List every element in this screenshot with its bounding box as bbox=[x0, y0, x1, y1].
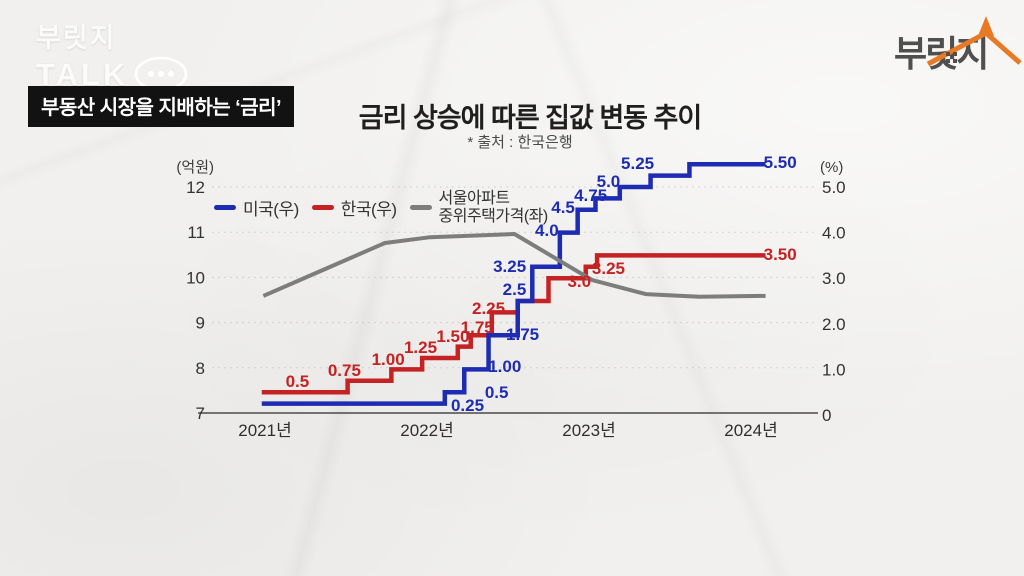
value-label: 2.5 bbox=[503, 280, 527, 299]
value-label: 2.25 bbox=[472, 299, 505, 318]
x-axis-tick: 2024년 bbox=[724, 421, 777, 440]
left-axis-tick: 12 bbox=[186, 178, 205, 197]
value-label: 1.50 bbox=[436, 327, 469, 346]
us-line-swatch-icon bbox=[214, 205, 236, 211]
right-axis-tick: 4.0 bbox=[822, 224, 846, 243]
value-label: 4.5 bbox=[551, 198, 575, 217]
value-label: 1.75 bbox=[506, 325, 539, 344]
value-label: 1.00 bbox=[372, 350, 405, 369]
right-axis-unit: (%) bbox=[820, 159, 843, 176]
topic-badge: 부동산 시장을 지배하는 ‘금리’ bbox=[28, 86, 295, 127]
legend-label-seoul-price: 서울아파트 중위주택가격(좌) bbox=[438, 190, 549, 225]
channel-logo: 부릿지 TALK bbox=[36, 16, 188, 96]
legend-item-seoul-price: 서울아파트 중위주택가격(좌) bbox=[409, 190, 549, 226]
up-arrow-icon bbox=[978, 16, 994, 36]
topic-badge-label: 부동산 시장을 지배하는 ‘금리’ bbox=[41, 97, 282, 119]
korea-rate-line bbox=[261, 253, 766, 395]
right-axis-tick: 1.0 bbox=[822, 360, 846, 379]
value-label: 3.0 bbox=[567, 272, 591, 291]
value-label: 1.00 bbox=[488, 357, 521, 376]
value-label: 0.5 bbox=[485, 383, 509, 402]
legend-item-korea: 한국(우) bbox=[311, 195, 397, 220]
price-line-swatch-icon bbox=[409, 205, 432, 211]
us-rate-line bbox=[261, 161, 766, 406]
brand-logo-graphic: 부릿지 bbox=[894, 16, 1022, 74]
value-label: 5.0 bbox=[597, 172, 621, 191]
value-label: 5.50 bbox=[764, 153, 797, 172]
brand-logo: 부릿지 bbox=[860, 6, 1024, 90]
chart-source: * 출처 : 한국은행 bbox=[467, 134, 573, 151]
value-label: 1.75 bbox=[461, 318, 494, 337]
x-axis-tick: 2021년 bbox=[238, 421, 291, 440]
channel-logo-line1: 부릿지 bbox=[36, 23, 117, 53]
left-axis-tick: 10 bbox=[186, 268, 205, 287]
right-axis-tick: 0 bbox=[822, 406, 831, 425]
left-axis-tick: 8 bbox=[196, 359, 205, 378]
value-label: 3.25 bbox=[592, 259, 625, 278]
x-axis-tick: 2022년 bbox=[400, 421, 453, 440]
value-label: 4.75 bbox=[574, 186, 607, 205]
right-axis-tick: 3.0 bbox=[822, 269, 846, 288]
value-label: 5.25 bbox=[621, 154, 654, 173]
value-label: 3.50 bbox=[764, 245, 797, 264]
legend-item-us: 미국(우) bbox=[214, 195, 299, 220]
right-axis-tick: 2.0 bbox=[822, 315, 846, 334]
value-label: 0.25 bbox=[451, 396, 484, 415]
korea-line-swatch-icon bbox=[311, 205, 334, 211]
left-axis-tick: 11 bbox=[187, 223, 205, 242]
x-axis-tick: 2023년 bbox=[562, 421, 615, 440]
value-label: 1.25 bbox=[404, 338, 437, 357]
value-label: 0.75 bbox=[328, 361, 361, 380]
chart-legend: 미국(우) 한국(우) 서울아파트 중위주택가격(좌) bbox=[214, 190, 548, 226]
legend-label-us: 미국(우) bbox=[243, 200, 299, 220]
chart-title: 금리 상승에 따른 집값 변동 추이 bbox=[358, 103, 702, 133]
legend-label-korea: 한국(우) bbox=[340, 200, 397, 220]
left-axis-tick: 9 bbox=[196, 314, 205, 333]
right-axis-tick: 5.0 bbox=[822, 178, 846, 197]
window-dots-icon bbox=[946, 52, 957, 63]
left-axis-unit: (억원) bbox=[176, 159, 214, 176]
value-label: 4.0 bbox=[535, 221, 559, 240]
value-label: 0.5 bbox=[286, 372, 310, 391]
value-label: 3.25 bbox=[493, 257, 526, 276]
left-axis-tick: 7 bbox=[196, 404, 205, 423]
price-line bbox=[262, 232, 766, 299]
